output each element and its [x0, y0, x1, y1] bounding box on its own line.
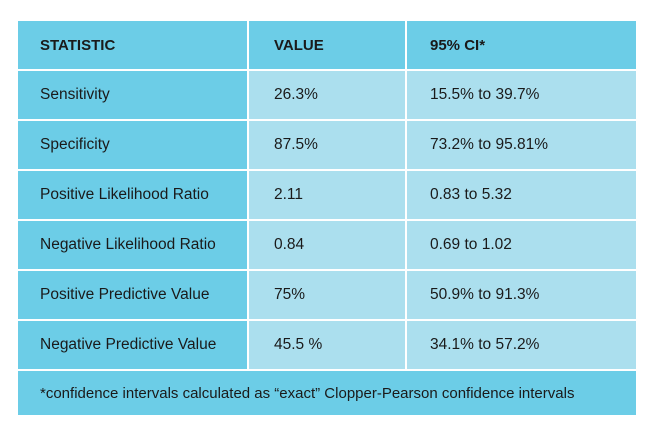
ci-cell: 50.9% to 91.3%: [407, 271, 636, 319]
value-cell: 87.5%: [249, 121, 405, 169]
table-footnote: *confidence intervals calculated as “exa…: [18, 371, 636, 415]
value-cell: 75%: [249, 271, 405, 319]
statistic-cell: Negative Predictive Value: [18, 321, 247, 369]
header-value: VALUE: [249, 21, 405, 69]
ci-cell: 0.83 to 5.32: [407, 171, 636, 219]
ci-cell: 73.2% to 95.81%: [407, 121, 636, 169]
value-cell: 45.5 %: [249, 321, 405, 369]
ci-cell: 34.1% to 57.2%: [407, 321, 636, 369]
statistic-cell: Sensitivity: [18, 71, 247, 119]
value-cell: 2.11: [249, 171, 405, 219]
header-ci: 95% CI*: [407, 21, 636, 69]
statistic-cell: Positive Predictive Value: [18, 271, 247, 319]
ci-cell: 0.69 to 1.02: [407, 221, 636, 269]
header-statistic: STATISTIC: [18, 21, 247, 69]
value-cell: 0.84: [249, 221, 405, 269]
statistics-table: STATISTIC VALUE 95% CI* Sensitivity 26.3…: [18, 21, 636, 415]
ci-cell: 15.5% to 39.7%: [407, 71, 636, 119]
value-cell: 26.3%: [249, 71, 405, 119]
statistic-cell: Specificity: [18, 121, 247, 169]
statistic-cell: Positive Likelihood Ratio: [18, 171, 247, 219]
statistic-cell: Negative Likelihood Ratio: [18, 221, 247, 269]
